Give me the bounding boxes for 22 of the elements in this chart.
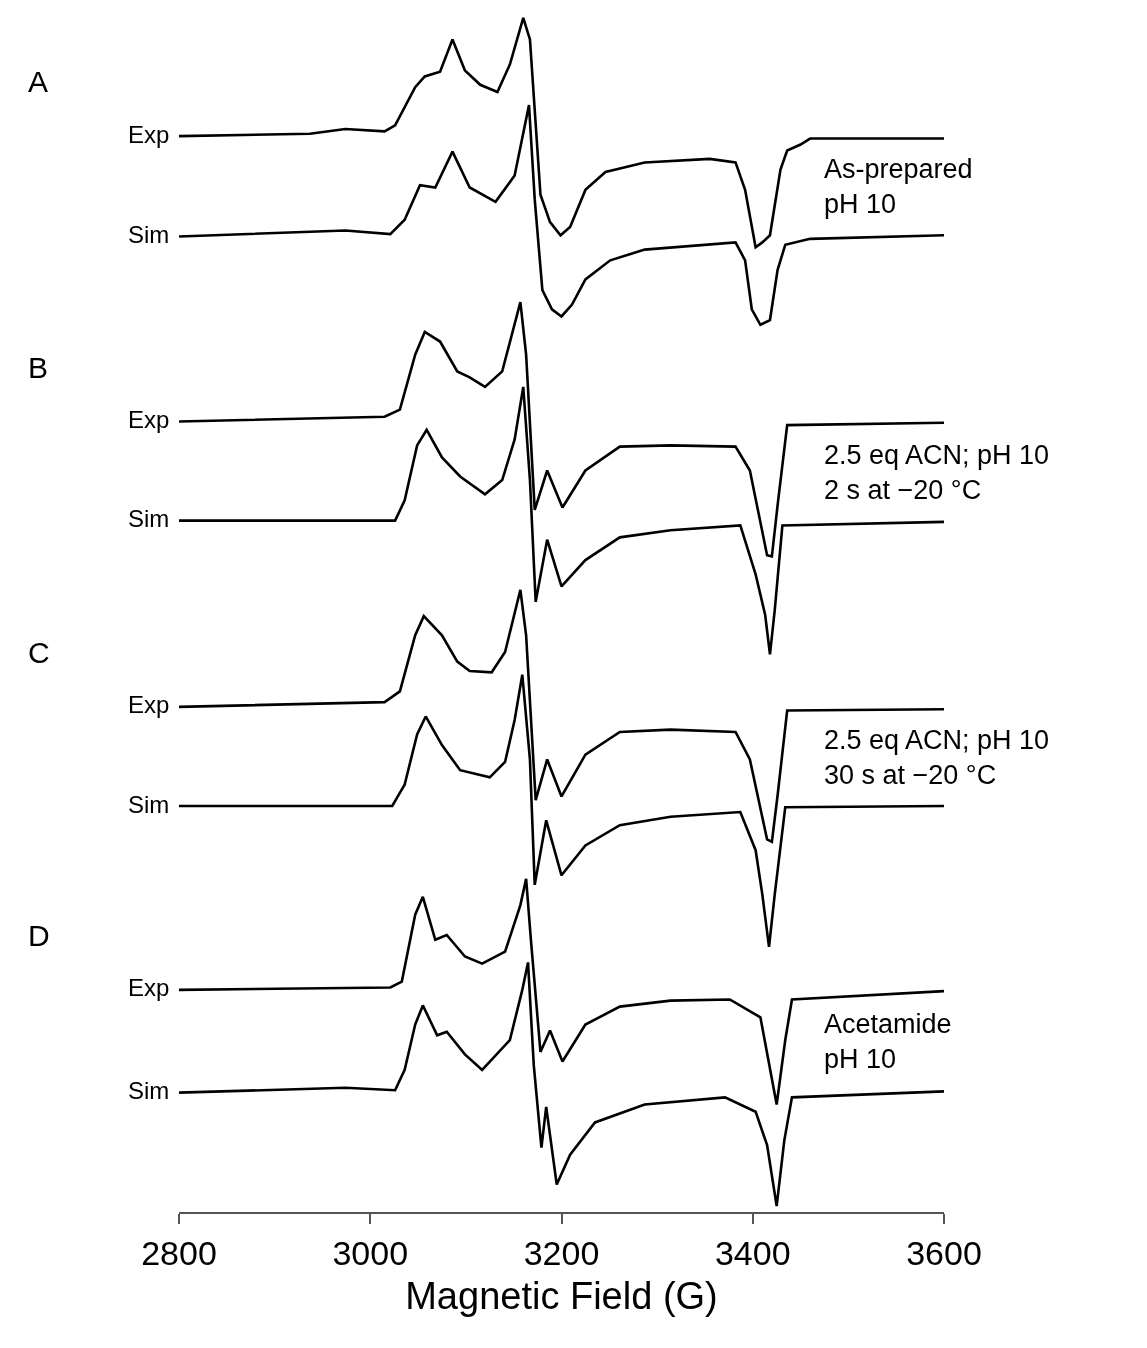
series-label: Sim — [128, 505, 170, 532]
annotation: 2.5 eq ACN; pH 10 30 s at −20 °C — [824, 725, 1050, 791]
x-tick-label: 3200 — [523, 1233, 600, 1272]
text: A — [28, 65, 49, 98]
series-label: Sim — [128, 791, 170, 818]
annotation: As-prepared pH 10 — [824, 154, 973, 220]
text: B — [28, 351, 49, 384]
x-tick-label: 3000 — [332, 1233, 409, 1272]
annotation: 2.5 eq ACN; pH 10 2 s at −20 °C — [824, 440, 1050, 506]
x-tick-label: 3600 — [906, 1233, 982, 1272]
series-label: Exp — [128, 691, 170, 718]
series-label: Sim — [128, 221, 170, 248]
text: C — [28, 636, 50, 669]
text: D — [28, 919, 50, 952]
series-label: Exp — [128, 406, 170, 433]
x-tick-label: 3400 — [714, 1233, 791, 1272]
series-label: Sim — [128, 1077, 170, 1104]
x-tick-label: 2800 — [141, 1233, 217, 1272]
annotation: Acetamide pH 10 — [824, 1009, 952, 1075]
x-axis-title: Magnetic Field (G) — [405, 1275, 718, 1318]
series-label: Exp — [128, 121, 170, 148]
series-label: Exp — [128, 974, 170, 1001]
